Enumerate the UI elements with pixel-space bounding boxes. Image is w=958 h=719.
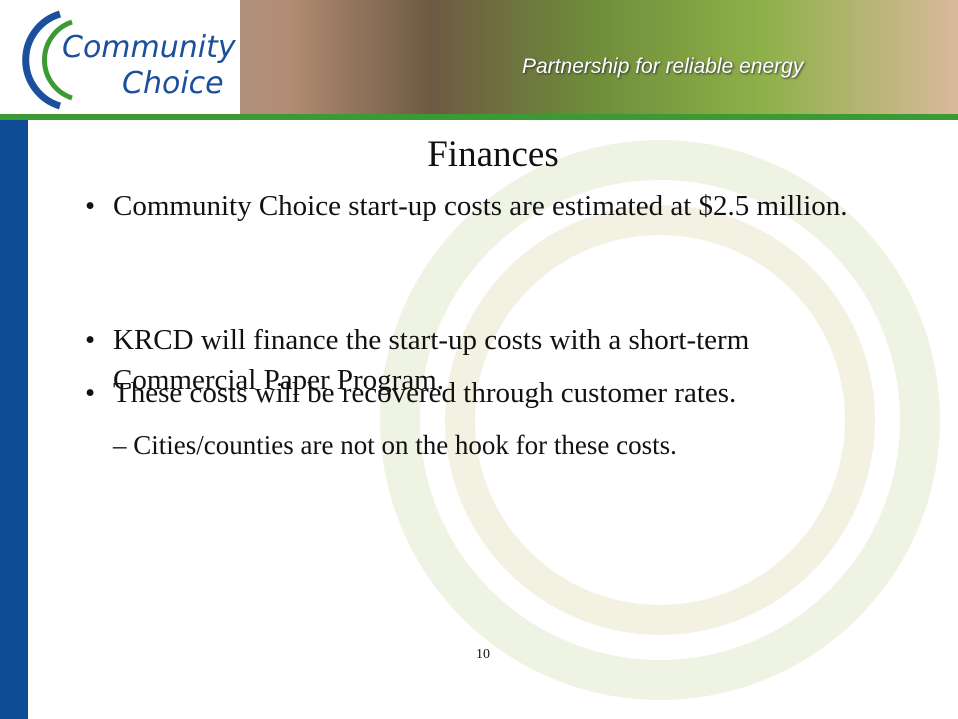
header-rule — [0, 114, 958, 120]
tagline: Partnership for reliable energy — [522, 55, 804, 78]
bullet-text: Community Choice start-up costs are esti… — [113, 190, 848, 222]
page-number: 10 — [476, 647, 490, 662]
logo-text: Choice — [122, 66, 224, 101]
side-bar — [0, 120, 28, 719]
sub-bullet: – Cities/counties are not on the hook fo… — [113, 430, 677, 460]
bullet-text: These costs will be recovered through cu… — [113, 377, 737, 409]
slide-title: Finances — [427, 134, 559, 175]
logo-swoosh — [41, 19, 73, 101]
watermark — [380, 140, 940, 700]
logo-swoosh — [22, 10, 62, 110]
sub-bullet-text: Cities/counties are not on the hook for … — [133, 430, 677, 460]
bullet-text: KRCD will finance the start-up costs wit… — [113, 324, 750, 396]
logo-text: Community — [62, 30, 236, 65]
watermark — [445, 205, 875, 635]
